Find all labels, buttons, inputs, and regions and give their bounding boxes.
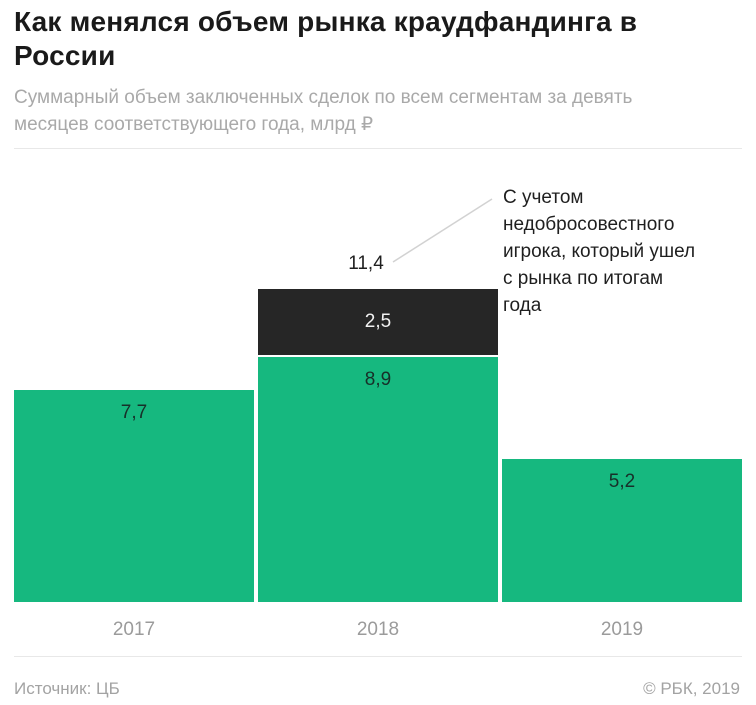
bar-segment-extra-2018: 2,5 [258, 288, 498, 356]
bar-2018: 11,4 2,5 8,9 [258, 150, 498, 602]
bar-segment-base-2017: 7,7 [14, 390, 254, 602]
footer-divider [14, 656, 742, 657]
copyright-label: © РБК, 2019 [643, 679, 740, 698]
source-label: Источник: ЦБ [14, 679, 120, 698]
x-axis-label-2018: 2018 [356, 619, 400, 640]
x-axis-label-2019: 2019 [600, 619, 644, 640]
chart-title: Как менялся объем рынка краудфандинга в … [14, 6, 638, 71]
top-divider [14, 148, 742, 149]
bar-2019: 5,2 [502, 150, 742, 602]
x-axis-labels: 2017 2018 2019 [14, 602, 742, 641]
total-value-label-2018: 11,4 [348, 252, 384, 274]
bar-chart: 7,7 11,4 2,5 8,9 5,2 [14, 150, 742, 602]
bar-2017: 7,7 [14, 150, 254, 602]
bar-segment-base-2019: 5,2 [502, 459, 742, 602]
bar-segment-base-2018: 8,9 [258, 357, 498, 602]
annotation-text: С учетом недобросовестного игрока, котор… [503, 187, 696, 316]
x-axis-label-2017: 2017 [112, 619, 156, 640]
chart-subtitle: Суммарный объем заключенных сделок по вс… [14, 87, 633, 135]
